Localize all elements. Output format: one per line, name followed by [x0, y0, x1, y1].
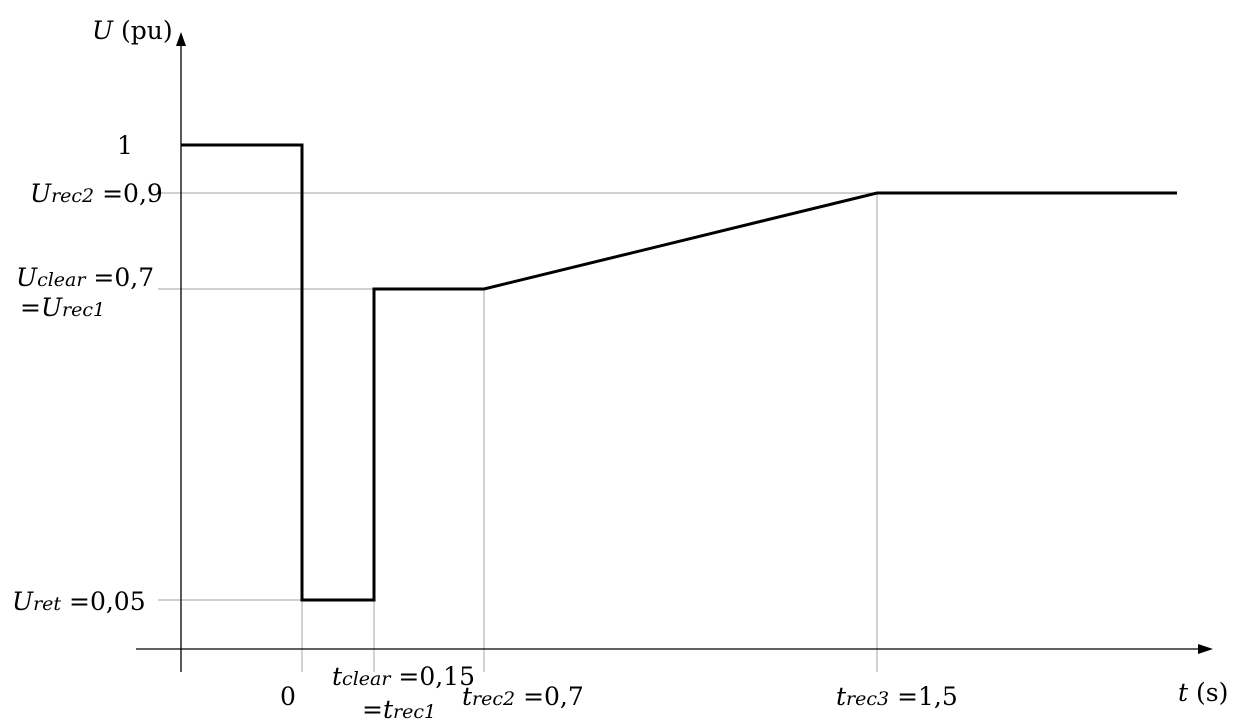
voltage-curve-series — [181, 143, 1177, 602]
y-tick-label-urec2: Urec2 =0,9 — [30, 179, 163, 208]
y-tick-label-urec1: =Urec1 — [20, 293, 106, 322]
y-tick-label-uret: Uret =0,05 — [12, 587, 146, 616]
y-axis-arrow — [176, 32, 186, 46]
x-tick-label-0: 0 — [280, 682, 296, 711]
x-tick-label-tclear: tclear =0,15 — [332, 662, 475, 691]
x-axis-arrow — [1198, 644, 1213, 654]
x-tick-label-trec3: trec3 =1,5 — [836, 682, 958, 711]
x-tick-label-trec1: =trec1 — [362, 695, 437, 724]
voltage-curve-line — [181, 143, 1177, 602]
y-tick-label-1: 1 — [117, 131, 133, 160]
reference-lines — [158, 192, 878, 672]
axes — [136, 32, 1213, 672]
x-axis-label: t (s) — [1178, 678, 1229, 707]
y-tick-label-uclear: Uclear =0,7 — [16, 263, 155, 292]
y-axis-label: U (pu) — [92, 16, 173, 45]
x-tick-label-trec2: trec2 =0,7 — [462, 682, 584, 711]
